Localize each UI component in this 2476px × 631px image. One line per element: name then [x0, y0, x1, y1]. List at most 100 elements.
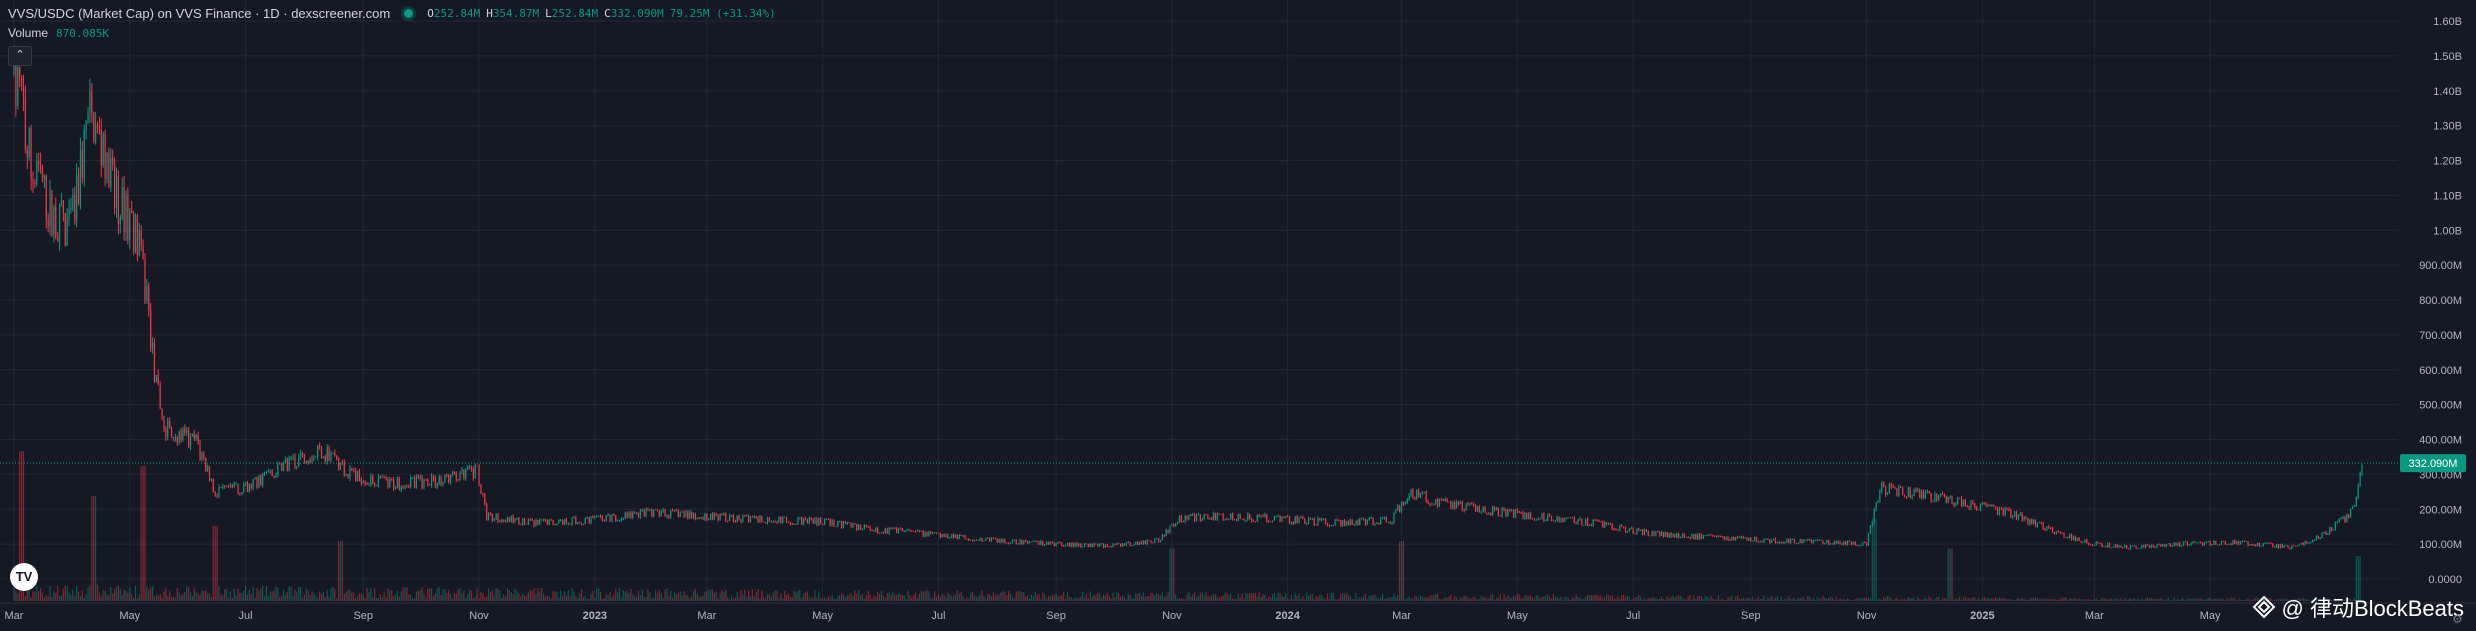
- candle-body: [1964, 499, 1966, 507]
- collapse-legend-button[interactable]: ⌃: [8, 46, 32, 66]
- candle-body: [1807, 539, 1809, 541]
- candle-body: [1467, 503, 1469, 505]
- candle-body: [1296, 516, 1298, 524]
- candle-body: [1797, 542, 1799, 544]
- candle-body: [1271, 520, 1274, 522]
- volume-bar: [2133, 598, 2135, 601]
- volume-bar: [1311, 593, 1313, 601]
- candle-body: [2275, 544, 2278, 548]
- candle-body: [1503, 508, 1505, 511]
- volume-bar: [829, 597, 831, 601]
- volume-bar: [246, 594, 249, 601]
- candle-body: [1243, 519, 1245, 521]
- candle-body: [1028, 541, 1031, 544]
- volume-bar: [2143, 599, 2145, 601]
- volume-bar: [368, 592, 370, 601]
- candle-body: [1691, 534, 1693, 539]
- candle-body: [596, 516, 598, 518]
- gear-icon[interactable]: ⚙: [2452, 612, 2463, 626]
- candle-body: [197, 434, 199, 443]
- candle-body: [926, 532, 928, 537]
- candle-body: [1869, 526, 1871, 534]
- candle-body: [1089, 543, 1091, 547]
- volume-bar: [1776, 596, 1778, 601]
- volume-bar: [336, 598, 338, 601]
- candle-body: [1288, 516, 1291, 524]
- candle-body: [1343, 520, 1346, 526]
- volume-bar: [2110, 598, 2113, 601]
- volume-bar: [163, 591, 165, 601]
- volume-bar: [842, 594, 845, 601]
- volume-bar: [222, 595, 224, 601]
- volume-bar: [1592, 595, 1594, 601]
- volume-bar: [2137, 597, 2139, 601]
- volume-bar: [746, 597, 748, 601]
- volume-bar: [810, 598, 812, 601]
- candle-body: [172, 437, 175, 439]
- candle-body: [1013, 540, 1015, 541]
- candle-body: [932, 532, 934, 534]
- candle-body: [472, 468, 474, 479]
- candle-body: [1791, 539, 1794, 541]
- candle-body: [1552, 519, 1554, 522]
- volume-bar: [432, 595, 435, 601]
- volume-bar: [1545, 595, 1547, 601]
- volume-bar: [1784, 598, 1786, 601]
- volume-bar: [1822, 596, 1824, 601]
- candle-body: [1888, 484, 1890, 494]
- candle-body: [1459, 502, 1461, 504]
- candle-body: [689, 511, 691, 519]
- candle-body: [408, 486, 410, 488]
- volume-bar: [1765, 600, 1767, 601]
- volume-bar: [599, 592, 602, 601]
- candle-body: [68, 209, 70, 218]
- volume-bar: [1991, 598, 1993, 601]
- volume-bar: [2145, 598, 2147, 601]
- volume-bar: [1989, 598, 1991, 601]
- candle-body: [1698, 533, 1701, 540]
- volume-bar: [2222, 599, 2225, 601]
- candle-body: [326, 447, 328, 462]
- volume-bar: [1275, 597, 1277, 601]
- volume-bar: [1985, 598, 1987, 601]
- candle-body: [1368, 518, 1370, 521]
- volume-bar: [884, 597, 886, 601]
- candle-body: [1279, 516, 1281, 522]
- x-tick-label: Sep: [353, 610, 373, 622]
- volume-bar: [375, 597, 378, 601]
- volume-bar: [1224, 592, 1226, 601]
- volume-bar: [83, 597, 85, 601]
- candle-body: [1397, 506, 1399, 511]
- candle-body: [1364, 518, 1367, 525]
- candle-body: [550, 519, 552, 521]
- candle-body: [250, 483, 252, 489]
- volume-bar: [1845, 599, 1847, 601]
- candle-body: [1298, 517, 1300, 524]
- candle-body: [1186, 516, 1188, 520]
- candle-body: [1913, 489, 1915, 497]
- candle-body: [789, 522, 791, 524]
- candle-body: [1560, 517, 1562, 522]
- candle-body: [541, 519, 543, 521]
- volume-bar: [499, 590, 501, 601]
- low-key: L: [545, 7, 552, 20]
- candle-body: [2078, 537, 2080, 541]
- volume-bar: [322, 592, 324, 601]
- volume-bar: [2010, 599, 2012, 601]
- candle-body: [455, 472, 457, 480]
- candle-body: [1651, 531, 1653, 536]
- volume-bar: [2124, 598, 2126, 601]
- volume-bar: [943, 594, 945, 601]
- volume-bar: [102, 590, 104, 601]
- candle-body: [319, 445, 321, 448]
- candle-body: [233, 484, 235, 487]
- candle-body: [1628, 528, 1630, 531]
- volume-bar: [98, 592, 101, 601]
- volume-bar: [2029, 598, 2031, 601]
- volume-bar: [2355, 556, 2357, 601]
- tradingview-logo-icon[interactable]: TV: [10, 563, 38, 591]
- volume-bar: [36, 585, 38, 601]
- volume-bar: [214, 526, 216, 601]
- volume-bar: [398, 596, 400, 601]
- y-tick-label: 500.00M: [2419, 400, 2462, 412]
